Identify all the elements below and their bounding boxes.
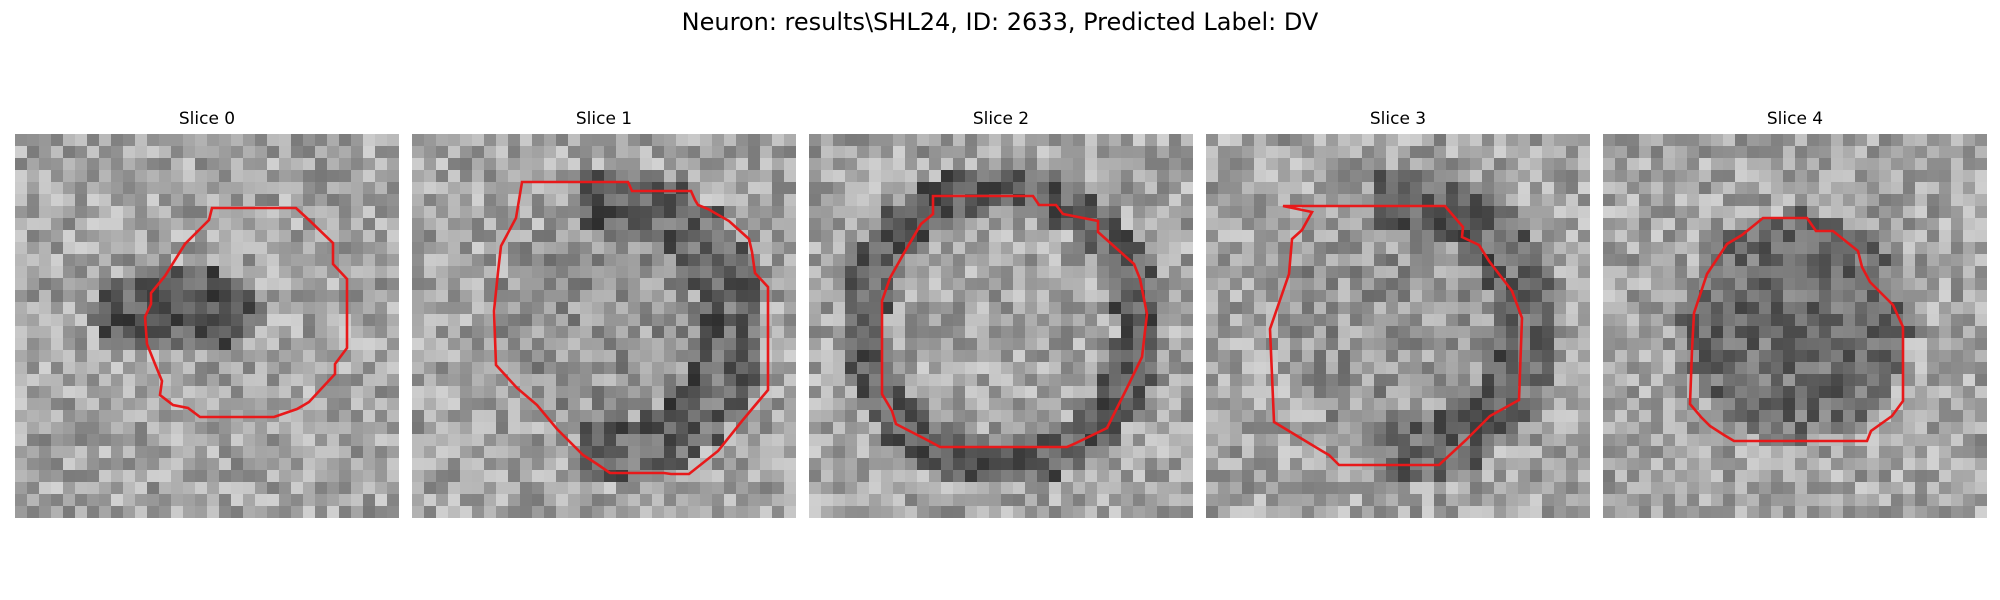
slice-title: Slice 3: [1369, 109, 1427, 129]
cell-contour: [492, 180, 770, 476]
slice-panel-4: Slice 4: [1603, 108, 1987, 518]
slice-image: [412, 134, 796, 518]
figure-title: Neuron: results\SHL24, ID: 2633, Predict…: [681, 8, 1319, 36]
cell-contour: [1688, 216, 1905, 443]
cell-contour: [143, 206, 349, 419]
slice-image: [809, 134, 1193, 518]
slice-image: [1603, 134, 1987, 518]
cell-contour: [1268, 204, 1524, 467]
slice-title: Slice 2: [972, 109, 1030, 129]
slice-panel-1: Slice 1: [412, 108, 796, 518]
cell-contour: [880, 194, 1149, 449]
slice-image: [1206, 134, 1590, 518]
slice-image: [15, 134, 399, 518]
slice-title: Slice 1: [575, 109, 633, 129]
slice-title: Slice 0: [178, 109, 236, 129]
slice-title: Slice 4: [1766, 109, 1824, 129]
slice-panel-3: Slice 3: [1206, 108, 1590, 518]
slice-panel-2: Slice 2: [809, 108, 1193, 518]
slice-panel-0: Slice 0: [15, 108, 399, 518]
